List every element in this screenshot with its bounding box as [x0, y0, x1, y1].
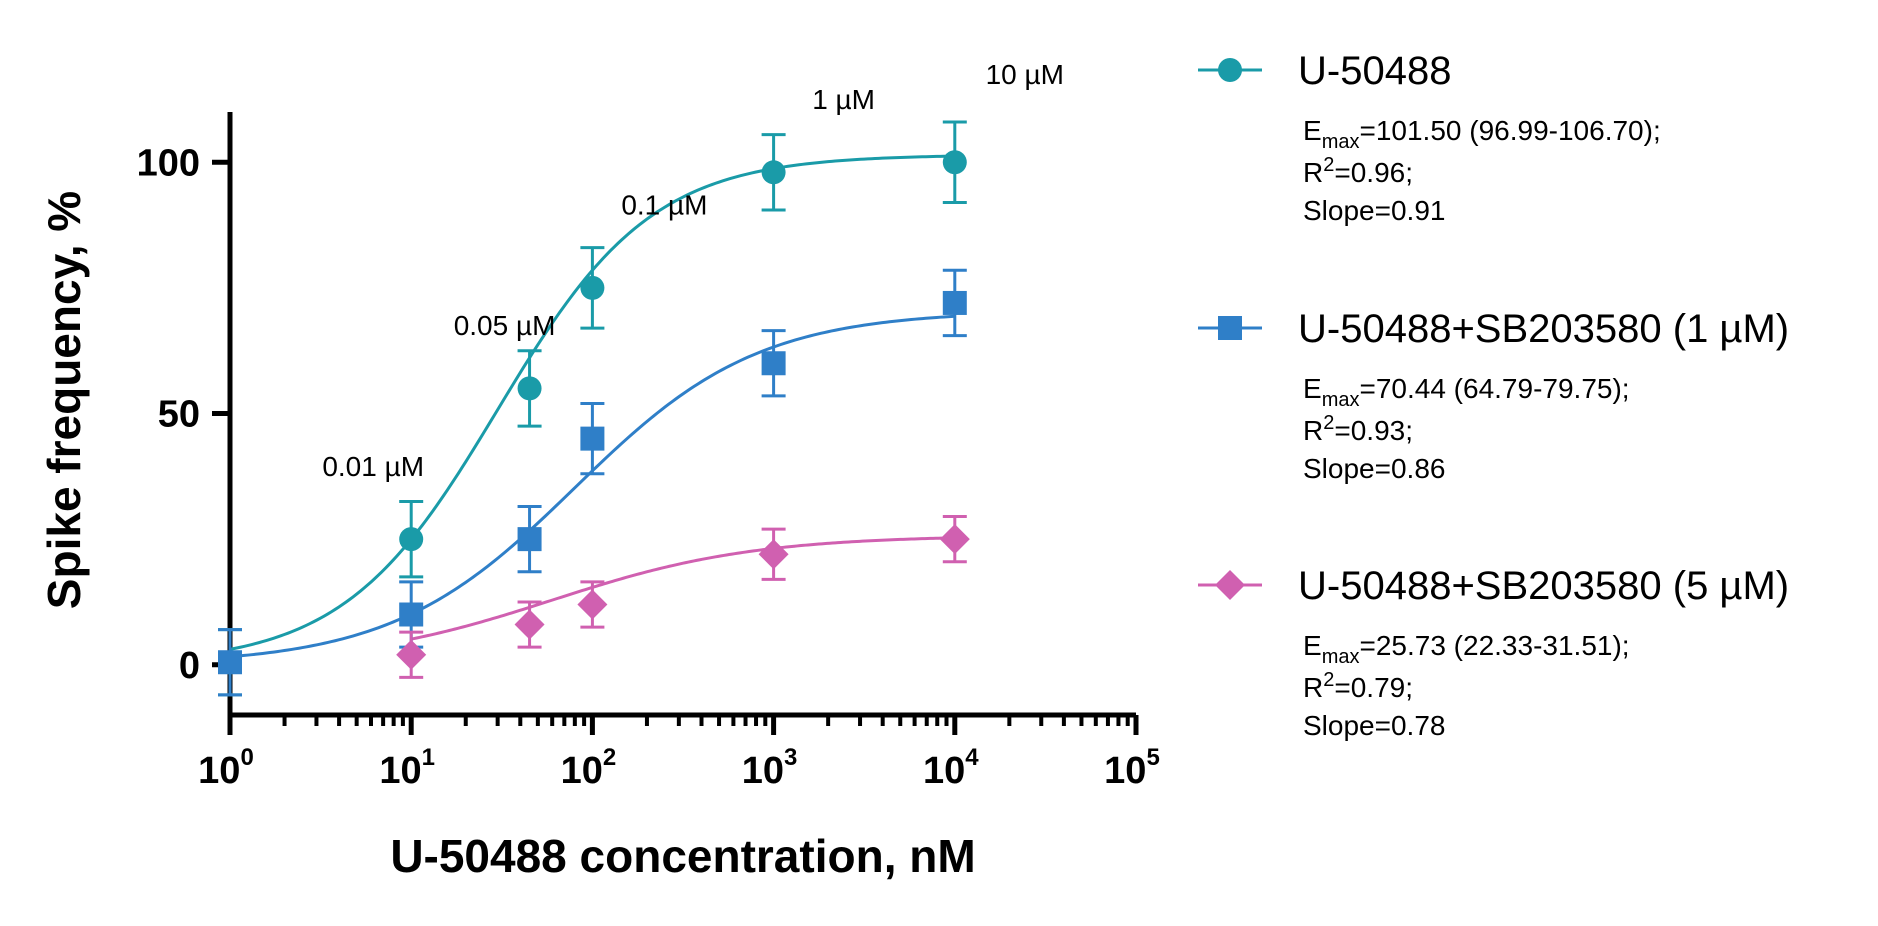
legend-series-name: U-50488+SB203580 (5 µM) [1298, 564, 1789, 608]
data-point-circle [942, 150, 967, 175]
r2-value: =0.93; [1334, 415, 1413, 446]
x-tick-exponent: 0 [240, 744, 253, 771]
data-point-circle [517, 376, 542, 401]
y-axis-title: Spike frequency, % [38, 191, 90, 609]
data-point-diamond [939, 524, 970, 555]
r2-superscript: 2 [1323, 154, 1334, 176]
concentration-annotation: 1 µM [812, 84, 875, 115]
concentration-annotations: 0.01 µM 0.05 µM 0.1 µM 1 µM 10 µM [322, 59, 1064, 482]
r2-superscript: 2 [1323, 412, 1334, 434]
emax-stat: Emax=101.50 (96.99-106.70); [1303, 115, 1661, 153]
y-tick-label: 50 [158, 394, 200, 436]
concentration-annotation: 0.01 µM [322, 451, 424, 482]
fit-curve [410, 536, 955, 641]
emax-value: =70.44 (64.79-79.75); [1359, 373, 1629, 404]
data-markers [218, 150, 970, 675]
legend-entry: U-50488+SB203580 (5 µM) Emax=25.73 (22.33… [1198, 564, 1789, 741]
slope-stat: Slope=0.91 [1303, 195, 1445, 226]
emax-subscript: max [1322, 646, 1360, 668]
emax-label: E [1303, 630, 1322, 661]
slope-stat: Slope=0.86 [1303, 453, 1445, 484]
x-tick-label: 103 [742, 744, 798, 792]
data-point-square [218, 650, 242, 675]
x-axis-title: U-50488 concentration, nM [390, 830, 975, 882]
r2-superscript: 2 [1323, 669, 1334, 691]
data-point-square [580, 426, 605, 451]
legend-marker-circle [1218, 58, 1242, 82]
r2-label: R [1303, 415, 1323, 446]
x-tick-exponent: 1 [422, 744, 435, 771]
emax-value: =101.50 (96.99-106.70); [1359, 115, 1660, 146]
legend-marker-square [1218, 316, 1242, 340]
y-tick-label: 0 [179, 645, 200, 687]
slope-stat: Slope=0.78 [1303, 710, 1445, 741]
data-point-square [399, 602, 424, 627]
concentration-annotation: 10 µM [986, 59, 1064, 90]
y-tick-label: 100 [137, 142, 200, 184]
r2-stat: R2=0.93; [1303, 412, 1413, 446]
concentration-annotation: 0.1 µM [621, 189, 707, 220]
emax-subscript: max [1322, 131, 1360, 153]
legend-entry: U-50488+SB203580 (1 µM) Emax=70.44 (64.79… [1198, 307, 1789, 484]
data-point-square [761, 351, 786, 376]
emax-stat: Emax=70.44 (64.79-79.75); [1303, 373, 1630, 411]
r2-stat: R2=0.79; [1303, 669, 1413, 703]
legend-marker-diamond [1215, 570, 1245, 600]
data-point-circle [761, 160, 786, 185]
legend-series-name: U-50488 [1298, 49, 1451, 93]
r2-value: =0.79; [1334, 672, 1413, 703]
data-point-diamond [396, 639, 427, 670]
r2-value: =0.96; [1334, 157, 1413, 188]
x-tick-base: 10 [198, 750, 240, 792]
x-tick-base: 10 [379, 750, 421, 792]
data-point-square [517, 527, 542, 552]
x-tick-base: 10 [923, 750, 965, 792]
r2-label: R [1303, 157, 1323, 188]
emax-subscript: max [1322, 389, 1360, 411]
x-tick-label: 105 [1104, 744, 1160, 792]
x-tick-label: 101 [379, 744, 435, 792]
x-tick-exponent: 3 [784, 744, 797, 771]
emax-label: E [1303, 373, 1322, 404]
data-point-circle [580, 275, 605, 300]
emax-stat: Emax=25.73 (22.33-31.51); [1303, 630, 1630, 668]
x-tick-exponent: 2 [603, 744, 616, 771]
x-tick-exponent: 5 [1146, 744, 1159, 771]
r2-label: R [1303, 672, 1323, 703]
data-point-square [942, 290, 967, 315]
data-point-diamond [758, 539, 789, 570]
x-tick-label: 100 [198, 744, 254, 792]
r2-stat: R2=0.96; [1303, 154, 1413, 188]
x-tick-label: 104 [923, 744, 979, 792]
data-point-circle [399, 527, 424, 552]
x-tick-label: 102 [561, 744, 617, 792]
x-tick-base: 10 [1104, 750, 1146, 792]
x-tick-base: 10 [742, 750, 784, 792]
data-point-diamond [514, 609, 545, 640]
emax-value: =25.73 (22.33-31.51); [1359, 630, 1629, 661]
x-tick-exponent: 4 [965, 744, 979, 771]
data-point-diamond [577, 589, 608, 620]
concentration-annotation: 0.05 µM [454, 310, 556, 341]
emax-label: E [1303, 115, 1322, 146]
legend-series-name: U-50488+SB203580 (1 µM) [1298, 307, 1789, 351]
x-tick-base: 10 [561, 750, 603, 792]
